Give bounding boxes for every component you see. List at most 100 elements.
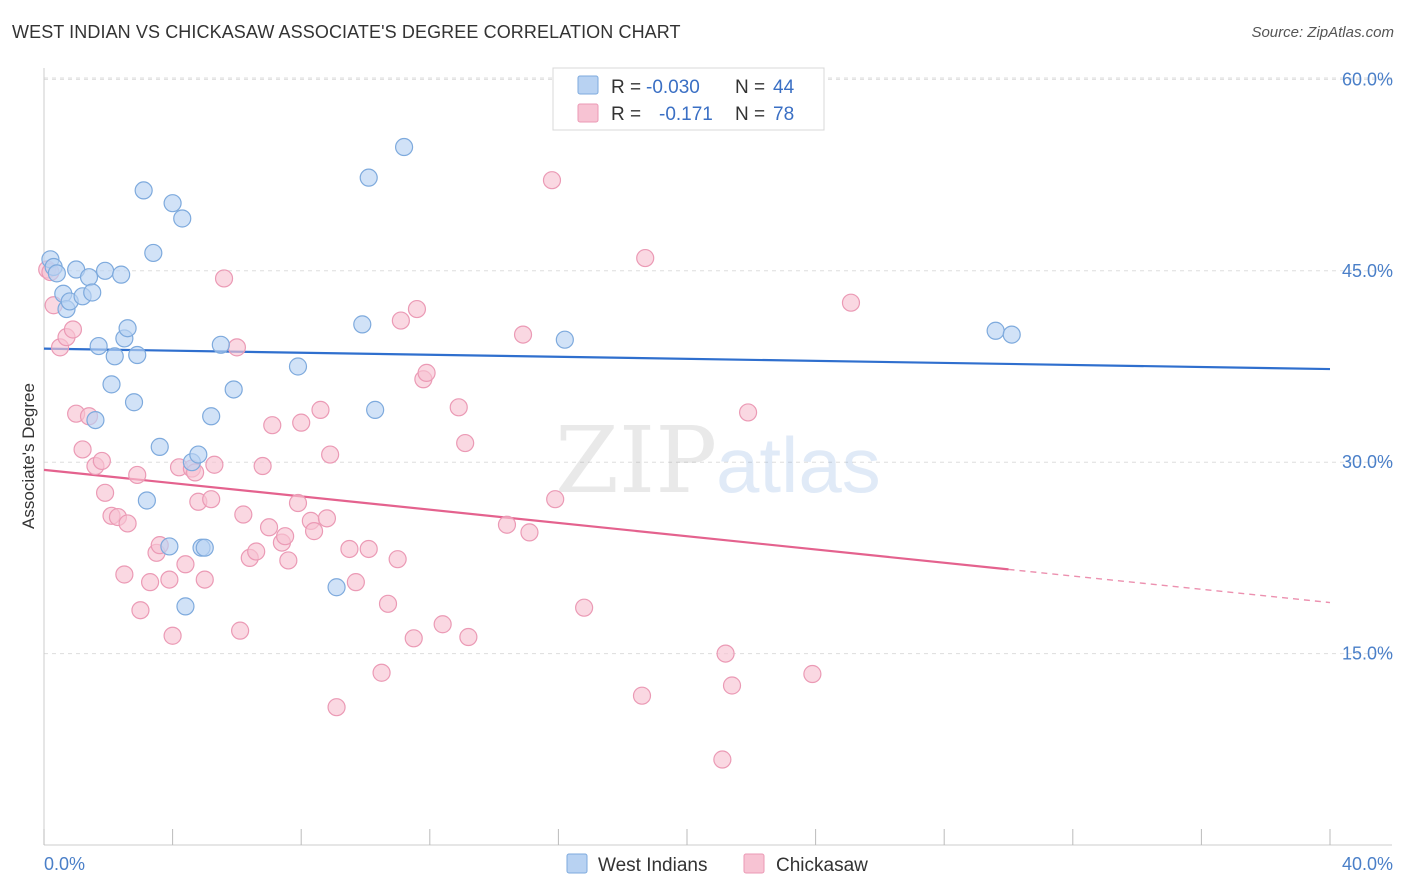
data-point-chickasaw: [259, 518, 279, 537]
series-chickasaw-points: [38, 171, 861, 769]
data-point-west-indians: [224, 380, 243, 399]
data-point-chickasaw: [276, 527, 295, 546]
bottom-legend-west-indians: West Indians: [598, 855, 707, 876]
data-point-chickasaw: [632, 686, 652, 705]
data-point-chickasaw: [417, 363, 436, 382]
data-point-chickasaw: [346, 573, 365, 592]
data-point-west-indians: [118, 319, 137, 338]
data-point-chickasaw: [340, 539, 359, 559]
data-point-west-indians: [211, 335, 230, 354]
trend-line-solid: [43, 468, 1009, 571]
data-point-chickasaw: [407, 299, 427, 319]
data-point-west-indians: [366, 400, 385, 419]
y-axis-label: Associate's Degree: [19, 383, 38, 529]
data-point-chickasaw: [231, 621, 250, 640]
data-point-chickasaw: [575, 598, 594, 617]
y-tick-label: 45.0%: [1342, 261, 1393, 281]
data-point-west-indians: [160, 537, 179, 556]
data-point-chickasaw: [388, 550, 407, 569]
data-point-chickasaw: [449, 398, 468, 417]
legend-n-value-1: 44: [773, 77, 795, 98]
bottom-legend: West Indians Chickasaw: [566, 853, 868, 876]
data-point-chickasaw: [359, 539, 378, 559]
data-point-chickasaw: [95, 483, 115, 502]
bottom-legend-chickasaw: Chickasaw: [776, 855, 868, 876]
data-point-chickasaw: [92, 451, 111, 471]
series-west-indians-points: [41, 137, 1021, 616]
data-point-chickasaw: [253, 456, 272, 476]
data-point-west-indians: [144, 243, 163, 263]
data-point-chickasaw: [546, 490, 565, 509]
source-label: Source: ZipAtlas.com: [1251, 24, 1394, 41]
data-point-chickasaw: [234, 505, 253, 524]
data-point-chickasaw: [247, 542, 266, 561]
legend-r-value-2: -0.171: [659, 104, 713, 125]
data-point-west-indians: [124, 393, 144, 412]
y-tick-label: 15.0%: [1342, 644, 1393, 664]
data-point-west-indians: [1002, 325, 1021, 344]
data-point-chickasaw: [722, 676, 742, 695]
data-point-west-indians: [150, 437, 169, 456]
data-point-west-indians: [137, 491, 156, 510]
data-point-west-indians: [134, 181, 153, 200]
data-point-chickasaw: [288, 493, 308, 513]
data-point-chickasaw: [214, 269, 234, 288]
data-point-west-indians: [105, 347, 124, 366]
x-tick-label: 40.0%: [1342, 854, 1393, 874]
data-point-chickasaw: [520, 523, 539, 542]
data-point-west-indians: [173, 209, 192, 228]
data-point-chickasaw: [404, 629, 423, 648]
data-point-chickasaw: [176, 555, 195, 574]
data-point-chickasaw: [327, 698, 346, 717]
data-point-west-indians: [327, 578, 346, 597]
data-point-chickasaw: [378, 594, 398, 613]
data-point-chickasaw: [738, 403, 758, 422]
bottom-legend-swatch-west-indians: [566, 853, 588, 874]
axes: 0.0% 40.0%: [43, 68, 1393, 874]
data-point-west-indians: [202, 407, 221, 426]
data-point-chickasaw: [713, 750, 732, 769]
data-point-west-indians: [195, 538, 214, 557]
legend-r-value-1: -0.030: [646, 77, 700, 98]
data-point-west-indians: [128, 345, 147, 365]
watermark: ZIP atlas: [555, 407, 881, 514]
data-point-west-indians: [47, 264, 66, 283]
legend-n-value-2: 78: [773, 104, 794, 125]
data-point-chickasaw: [459, 627, 478, 647]
data-point-west-indians: [359, 168, 378, 187]
legend-n-label-2: N =: [735, 104, 765, 125]
data-point-west-indians: [394, 137, 414, 157]
data-point-chickasaw: [140, 573, 160, 592]
data-point-chickasaw: [279, 551, 298, 570]
data-point-chickasaw: [311, 400, 330, 419]
data-point-chickasaw: [321, 445, 340, 464]
data-point-chickasaw: [63, 320, 83, 339]
data-point-chickasaw: [803, 664, 822, 684]
data-point-chickasaw: [131, 601, 150, 620]
data-point-chickasaw: [202, 490, 221, 509]
data-point-west-indians: [189, 445, 208, 464]
data-point-chickasaw: [227, 338, 246, 357]
data-point-chickasaw: [456, 433, 475, 453]
data-point-chickasaw: [195, 570, 214, 589]
trend-line-dashed: [1008, 568, 1331, 604]
legend-n-label-1: N =: [735, 77, 765, 98]
data-point-chickasaw: [841, 293, 861, 312]
data-point-chickasaw: [636, 248, 655, 268]
x-tick-label: 0.0%: [44, 854, 85, 874]
data-point-chickasaw: [542, 171, 562, 190]
data-point-west-indians: [353, 315, 372, 334]
data-point-chickasaw: [433, 615, 452, 634]
bottom-legend-swatch-chickasaw: [743, 853, 765, 874]
data-point-chickasaw: [497, 515, 517, 534]
data-point-chickasaw: [391, 311, 410, 330]
data-point-west-indians: [89, 336, 108, 356]
trend-lines: [43, 347, 1331, 604]
data-point-west-indians: [112, 265, 131, 284]
data-point-chickasaw: [372, 663, 391, 682]
data-point-chickasaw: [73, 440, 92, 459]
data-point-west-indians: [176, 597, 195, 616]
data-point-chickasaw: [115, 565, 134, 584]
data-point-chickasaw: [317, 509, 337, 528]
data-point-chickasaw: [163, 626, 182, 645]
